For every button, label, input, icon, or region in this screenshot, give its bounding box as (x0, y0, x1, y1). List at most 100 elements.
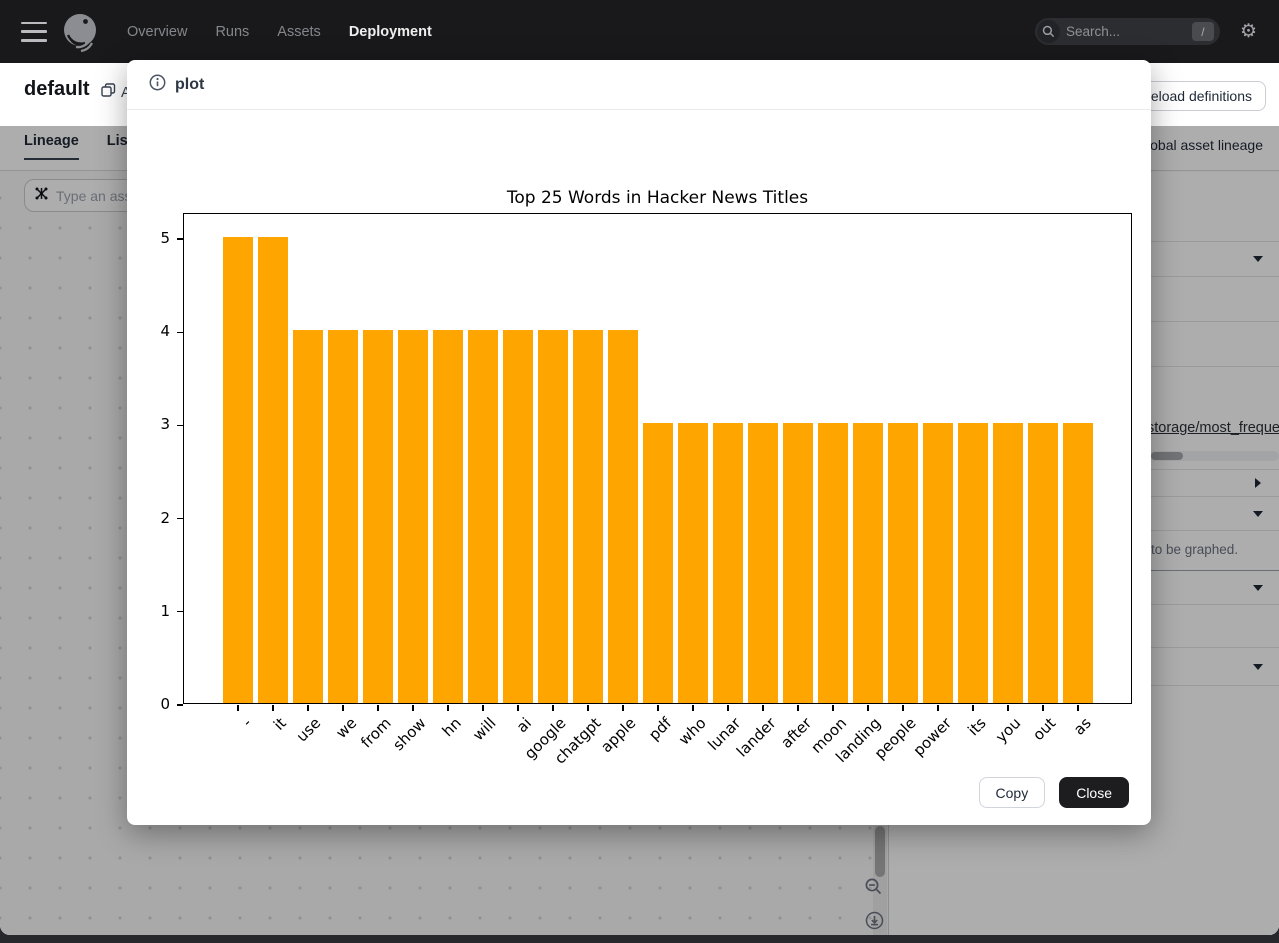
y-tick (177, 517, 183, 520)
y-tick (177, 238, 183, 240)
search-input[interactable] (1059, 24, 1192, 39)
y-tick-label: 1 (160, 601, 170, 620)
chevron-down-icon[interactable] (1253, 510, 1263, 517)
x-tick-label: lander (733, 714, 780, 761)
x-tick (342, 705, 344, 711)
panel-horizontal-scrollbar[interactable] (1147, 451, 1279, 461)
modal-header: plot (127, 60, 1151, 110)
tab-lineage[interactable]: Lineage (24, 133, 79, 160)
bar (853, 423, 883, 703)
dagster-logo-icon (59, 10, 103, 54)
y-tick (177, 611, 183, 613)
x-tick (412, 705, 414, 711)
bar (678, 423, 708, 703)
x-tick (797, 705, 799, 711)
x-tick (447, 705, 449, 711)
x-tick (1007, 705, 1009, 711)
x-tick (657, 705, 659, 711)
close-button[interactable]: Close (1059, 777, 1129, 808)
x-tick (972, 705, 974, 711)
x-tick-label: will (469, 714, 500, 745)
bar (328, 330, 358, 703)
search-box[interactable]: / (1034, 18, 1220, 45)
bar (468, 330, 498, 703)
bar (818, 423, 848, 703)
asset-group-icon (101, 83, 116, 102)
y-tick-label: 4 (160, 322, 170, 341)
x-tick (902, 705, 904, 711)
bar (363, 330, 393, 703)
op-selector-icon (34, 186, 49, 206)
y-tick-label: 2 (160, 508, 170, 527)
tab-list[interactable]: List (106, 133, 133, 149)
bar (923, 423, 953, 703)
x-tick-label: from (357, 714, 395, 752)
chevron-down-icon[interactable] (1253, 584, 1263, 591)
bar (608, 330, 638, 703)
x-tick (762, 705, 764, 711)
bar (783, 423, 813, 703)
bar (503, 330, 533, 703)
menu-icon[interactable] (21, 21, 47, 42)
x-tick-label: - (238, 714, 255, 731)
bar (1028, 423, 1058, 703)
gear-icon[interactable]: ⚙ (1239, 21, 1257, 42)
y-tick (177, 331, 183, 333)
y-tick-label: 3 (160, 415, 170, 434)
x-tick (692, 705, 694, 711)
chevron-down-icon[interactable] (1253, 256, 1263, 262)
copy-button[interactable]: Copy (978, 777, 1046, 808)
tabs: Lineage List (24, 133, 133, 160)
top-nav: Overview Runs Assets Deployment / ⚙ (0, 0, 1279, 63)
nav-links: Overview Runs Assets Deployment (127, 24, 432, 40)
x-tick-label: out (1029, 714, 1060, 745)
graph-vertical-scrollbar[interactable] (873, 826, 887, 935)
bar (398, 330, 428, 703)
scrollbar-thumb[interactable] (1151, 452, 1183, 460)
download-image-icon[interactable] (865, 911, 884, 933)
nav-item-overview[interactable]: Overview (127, 23, 188, 40)
bar (223, 237, 253, 703)
x-tick (272, 705, 274, 711)
x-tick-label: as (1069, 714, 1095, 739)
page-title: default (24, 78, 90, 100)
x-tick (1077, 705, 1079, 711)
bar (643, 423, 673, 703)
chevron-right-icon[interactable] (1255, 478, 1261, 488)
x-tick (832, 705, 834, 711)
info-icon (149, 74, 166, 96)
bar (258, 237, 288, 703)
x-tick-label: its (964, 714, 990, 740)
bar (713, 423, 743, 703)
nav-item-deployment[interactable]: Deployment (348, 23, 432, 40)
scrollbar-thumb[interactable] (875, 826, 885, 877)
x-tick (377, 705, 379, 711)
y-tick-label: 0 (160, 695, 170, 713)
bar-chart-plot-area: 0 1 2 3 4 5- it use we from show hn will ai google chat… (160, 213, 1132, 768)
storage-path-link[interactable]: storage/most_freque (1147, 420, 1279, 436)
bar (433, 330, 463, 703)
x-tick-label: you (992, 714, 1025, 747)
nav-item-runs[interactable]: Runs (215, 23, 250, 40)
bar (293, 330, 323, 703)
x-tick (937, 705, 939, 711)
x-tick-label: hn (438, 714, 465, 741)
zoom-out-icon[interactable] (864, 877, 883, 899)
nav-item-assets[interactable]: Assets (277, 23, 321, 40)
bar (748, 423, 778, 703)
asset-group-badge: A (101, 83, 131, 102)
x-tick (307, 705, 309, 711)
chart-title: Top 25 Words in Hacker News Titles (506, 188, 809, 208)
bar (993, 423, 1023, 703)
asset-description-text: to be graphed. (1151, 542, 1239, 557)
y-tick (177, 704, 183, 706)
bar (538, 330, 568, 703)
x-tick-label: show (389, 714, 430, 755)
x-tick (867, 705, 869, 711)
x-tick-label: who (675, 714, 710, 749)
x-tick (1042, 705, 1044, 711)
chevron-down-icon[interactable] (1253, 663, 1263, 670)
x-tick-label: apple (597, 714, 640, 757)
x-tick-label: we (331, 714, 360, 742)
plot-modal: plot Top 25 Words in Hacker News Titles … (127, 60, 1151, 825)
